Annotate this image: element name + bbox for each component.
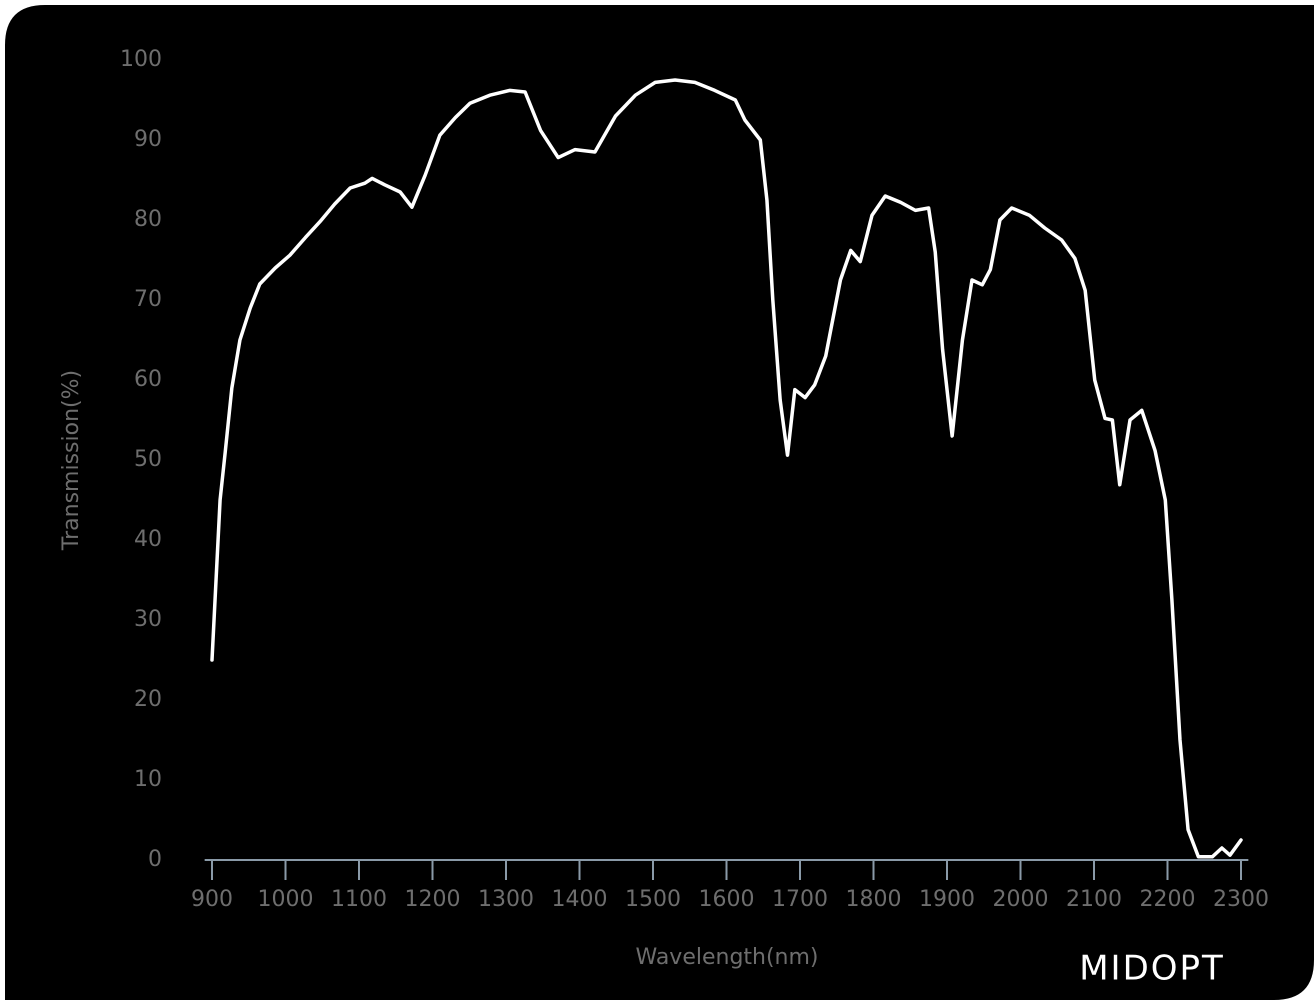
- y-tick-label: 50: [134, 447, 162, 472]
- y-tick-label: 40: [134, 527, 162, 552]
- x-tick-label: 1900: [919, 887, 975, 912]
- x-tick-label: 1200: [405, 887, 461, 912]
- y-tick-label: 70: [134, 287, 162, 312]
- logo: MIDOPT: [1079, 949, 1225, 989]
- x-tick-label: 1400: [552, 887, 608, 912]
- x-tick-label: 1700: [772, 887, 828, 912]
- y-tick-label: 10: [134, 767, 162, 792]
- data-line: [210, 78, 1243, 859]
- x-tick-label: 1000: [258, 887, 314, 912]
- x-tick-label: 900: [191, 887, 233, 912]
- y-tick-label: 0: [148, 847, 162, 872]
- x-tick-label: 2200: [1140, 887, 1196, 912]
- x-tick-label: 1500: [625, 887, 681, 912]
- x-tick-label: 1100: [331, 887, 387, 912]
- y-tick-label: 60: [134, 367, 162, 392]
- x-tick-label: 1600: [699, 887, 755, 912]
- chart-background: [5, 5, 1314, 1000]
- y-tick-label: 100: [120, 47, 162, 72]
- x-tick-label: 1800: [846, 887, 902, 912]
- y-tick-label: 20: [134, 687, 162, 712]
- x-tick-label: 2000: [993, 887, 1049, 912]
- x-tick-label: 2300: [1213, 887, 1269, 912]
- x-axis-label: Wavelength(nm): [635, 945, 818, 970]
- y-tick-label: 30: [134, 607, 162, 632]
- x-tick-label: 1300: [478, 887, 534, 912]
- y-tick-label: 80: [134, 207, 162, 232]
- y-tick-label: 90: [134, 127, 162, 152]
- y-axis-label: Transmission(%): [59, 370, 84, 551]
- x-tick-label: 2100: [1066, 887, 1122, 912]
